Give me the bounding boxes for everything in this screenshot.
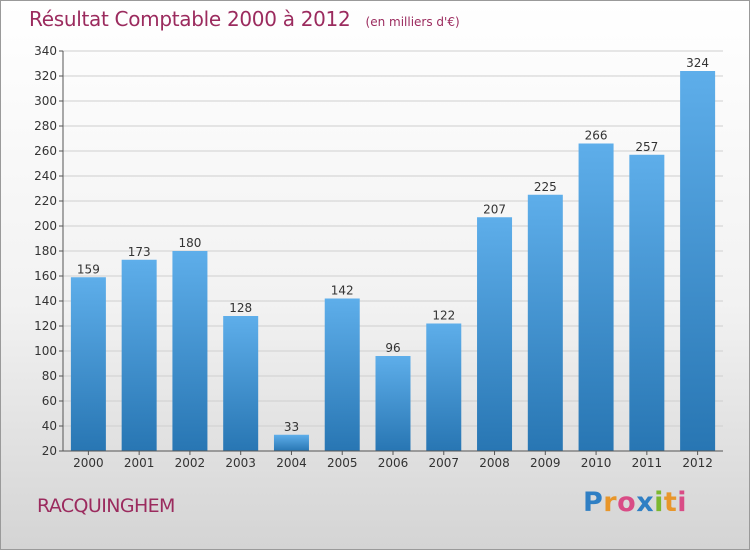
bar-value-label: 96 xyxy=(385,341,400,355)
bar-value-label: 173 xyxy=(128,245,151,259)
commune-name: RACQUINGHEM xyxy=(37,495,175,517)
bar-value-label: 324 xyxy=(686,56,709,70)
bar xyxy=(121,259,157,451)
bar xyxy=(172,251,208,451)
x-tick-label: 2008 xyxy=(479,456,510,470)
proxiti-logo: Proxiti xyxy=(583,487,687,518)
y-tick-label: 260 xyxy=(34,144,57,158)
y-tick-label: 280 xyxy=(34,119,57,133)
bar-value-label: 128 xyxy=(229,301,252,315)
bars xyxy=(70,71,716,451)
y-tick-label: 40 xyxy=(42,419,57,433)
bar xyxy=(223,316,259,451)
y-tick-label: 180 xyxy=(34,244,57,258)
bar xyxy=(375,356,411,451)
x-tick-label: 2006 xyxy=(378,456,409,470)
brand-letter: r xyxy=(603,487,618,518)
brand-letter: i xyxy=(654,487,664,518)
x-tick-label: 2001 xyxy=(124,456,155,470)
y-tick-label: 20 xyxy=(42,444,57,458)
x-tick-label: 2011 xyxy=(632,456,663,470)
bar-value-label: 180 xyxy=(178,236,201,250)
y-tick-label: 80 xyxy=(42,369,57,383)
x-tick-label: 2009 xyxy=(530,456,561,470)
brand-letter: t xyxy=(663,487,678,518)
bar-value-label: 225 xyxy=(534,180,557,194)
chart-title: Résultat Comptable 2000 à 2012 xyxy=(29,7,351,31)
x-tick-label: 2010 xyxy=(581,456,612,470)
bar-value-label: 257 xyxy=(635,140,658,154)
y-tick-label: 100 xyxy=(34,344,57,358)
x-tick-label: 2002 xyxy=(175,456,206,470)
brand-letter: x xyxy=(636,487,655,518)
chart-subtitle: (en milliers d'€) xyxy=(365,15,460,29)
bar-value-label: 122 xyxy=(432,309,455,323)
y-tick-label: 120 xyxy=(34,319,57,333)
bar-value-label: 33 xyxy=(284,420,299,434)
bar-value-label: 266 xyxy=(585,129,608,143)
brand-letter: i xyxy=(677,487,688,518)
x-tick-label: 2012 xyxy=(682,456,713,470)
y-tick-label: 240 xyxy=(34,169,57,183)
y-tick-label: 340 xyxy=(34,44,57,58)
y-tick-label: 200 xyxy=(34,219,57,233)
y-tick-label: 320 xyxy=(34,69,57,83)
x-tick-label: 2000 xyxy=(73,456,104,470)
bar xyxy=(629,154,665,451)
brand-letter: o xyxy=(617,487,637,518)
y-tick-label: 300 xyxy=(34,94,57,108)
bar xyxy=(680,71,716,451)
x-tick-label: 2005 xyxy=(327,456,358,470)
bar xyxy=(527,194,563,451)
bar xyxy=(578,143,614,451)
bar-value-label: 142 xyxy=(331,284,354,298)
x-tick-label: 2003 xyxy=(225,456,256,470)
brand-letter: P xyxy=(583,487,604,518)
title-row: Résultat Comptable 2000 à 2012 (en milli… xyxy=(29,7,460,31)
bar-value-label: 207 xyxy=(483,202,506,216)
y-tick-label: 220 xyxy=(34,194,57,208)
bar xyxy=(477,217,513,451)
x-tick-label: 2007 xyxy=(428,456,459,470)
bar xyxy=(70,277,106,451)
bar-value-label: 159 xyxy=(77,262,100,276)
y-tick-label: 140 xyxy=(34,294,57,308)
bar xyxy=(273,434,309,451)
y-tick-label: 60 xyxy=(42,394,57,408)
bar xyxy=(324,298,360,451)
bar xyxy=(426,323,462,451)
axes xyxy=(59,50,723,455)
y-tick-label: 160 xyxy=(34,269,57,283)
labels: 20 40 60 80 100 120 140 160 180 200 220 240 260 280 30… xyxy=(34,44,713,470)
x-tick-label: 2004 xyxy=(276,456,307,470)
